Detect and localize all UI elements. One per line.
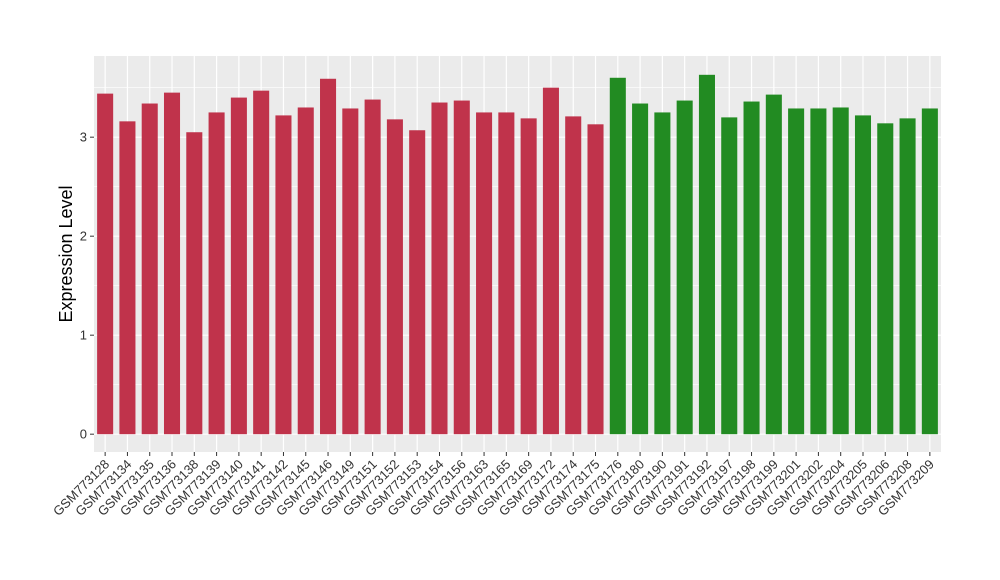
bar-GSM773142 (275, 115, 292, 435)
bar-GSM773146 (320, 78, 337, 435)
bar-GSM773138 (186, 132, 203, 435)
bar-GSM773153 (409, 130, 426, 435)
bar-GSM773141 (253, 90, 270, 435)
y-axis-title: Expression Level (56, 185, 76, 322)
bar-GSM773172 (542, 87, 559, 435)
y-tick-label: 2 (80, 229, 87, 244)
bar-GSM773169 (520, 118, 537, 435)
y-tick-label: 3 (80, 130, 87, 145)
bar-GSM773134 (119, 121, 136, 435)
bar-GSM773176 (609, 77, 626, 435)
bar-GSM773154 (431, 102, 448, 435)
bar-GSM773139 (208, 112, 225, 435)
y-axis: 0 1 2 3 (80, 130, 94, 442)
bar-GSM773140 (230, 97, 247, 435)
bar-GSM773199 (765, 94, 782, 435)
bar-GSM773151 (364, 99, 381, 435)
bar-GSM773149 (342, 108, 359, 435)
bar-GSM773180 (632, 103, 649, 435)
bar-GSM773198 (743, 101, 760, 435)
bar-GSM773201 (788, 108, 805, 435)
bar-GSM773163 (476, 112, 493, 435)
bar-GSM773156 (453, 100, 470, 435)
bar-GSM773205 (854, 115, 872, 435)
bar-GSM773190 (654, 112, 671, 435)
bar-GSM773152 (386, 119, 403, 435)
bars (97, 74, 938, 435)
y-tick-label: 1 (80, 328, 87, 343)
bar-GSM773174 (565, 116, 582, 435)
bar-GSM773208 (899, 118, 916, 435)
bar-GSM773202 (810, 108, 827, 435)
bar-GSM773165 (498, 112, 515, 435)
bar-GSM773197 (721, 117, 738, 435)
bar-GSM773128 (97, 93, 114, 435)
bar-GSM773204 (832, 107, 849, 435)
bar-GSM773192 (698, 74, 715, 435)
bar-GSM773136 (163, 92, 181, 435)
bar-GSM773135 (141, 103, 158, 435)
bar-GSM773145 (297, 107, 314, 435)
bar-GSM773191 (676, 100, 693, 435)
x-axis: GSM773128GSM773134GSM773135GSM773136GSM7… (50, 452, 937, 519)
bar-GSM773206 (877, 123, 894, 435)
y-tick-label: 0 (80, 427, 87, 442)
bar-GSM773175 (587, 124, 604, 435)
bar-GSM773209 (921, 108, 938, 435)
